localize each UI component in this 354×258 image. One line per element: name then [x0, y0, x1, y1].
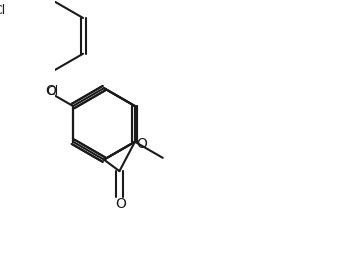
- Text: Cl: Cl: [46, 85, 58, 99]
- Text: Cl: Cl: [0, 4, 5, 17]
- Text: O: O: [136, 137, 147, 151]
- Text: O: O: [46, 84, 57, 98]
- Text: O: O: [115, 197, 126, 211]
